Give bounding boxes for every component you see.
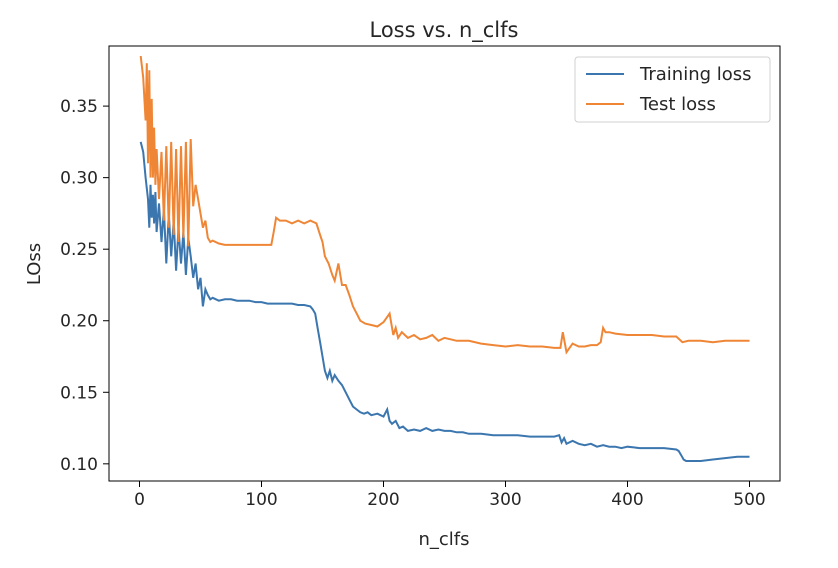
y-tick-label: 0.25 <box>60 240 98 260</box>
legend-label-training: Training loss <box>639 64 752 85</box>
y-axis-title: LOss <box>24 243 45 285</box>
series-line-test-loss <box>139 55 750 355</box>
legend: Training loss Test loss <box>574 56 771 123</box>
x-tick-label: 300 <box>489 490 521 510</box>
x-axis-title: n_clfs <box>418 529 469 550</box>
y-axis: 0.10 0.15 0.20 0.25 0.30 0.35 <box>60 97 109 475</box>
y-tick-label: 0.15 <box>60 383 98 403</box>
x-tick-label: 400 <box>611 490 643 510</box>
x-tick-label: 200 <box>367 490 399 510</box>
series-layer <box>139 55 750 462</box>
plot-frame <box>108 45 781 482</box>
y-tick-label: 0.20 <box>60 312 98 332</box>
y-tick-label: 0.30 <box>60 169 98 189</box>
series-line-training-loss <box>139 141 750 462</box>
x-axis: 0 100 200 300 400 500 <box>134 481 766 510</box>
legend-label-test: Test loss <box>639 94 716 115</box>
x-tick-label: 100 <box>245 490 277 510</box>
chart-title: Loss vs. n_clfs <box>370 18 519 43</box>
y-tick-label: 0.35 <box>60 97 98 117</box>
y-tick-label: 0.10 <box>60 455 98 475</box>
x-tick-label: 500 <box>733 490 765 510</box>
x-tick-label: 0 <box>134 490 145 510</box>
